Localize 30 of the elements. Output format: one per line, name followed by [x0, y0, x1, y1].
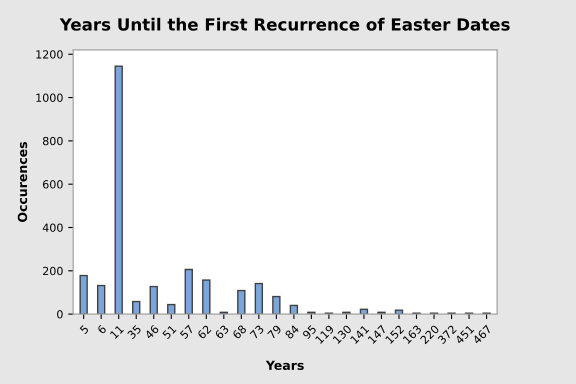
- y-tick-label: 0: [57, 310, 63, 318]
- x-tick-label: 5: [80, 324, 90, 334]
- y-tick-label: 1000: [36, 94, 63, 102]
- x-tick-label: 79: [267, 324, 282, 340]
- x-tick-label: 35: [126, 324, 142, 340]
- x-tick-label: 163: [402, 324, 422, 344]
- x-tick-label: 130: [332, 324, 352, 344]
- x-tick-label: 84: [284, 324, 300, 340]
- y-axis-title: Occurences: [18, 142, 28, 222]
- x-tick-label: 68: [232, 324, 247, 340]
- y-tick-label: 400: [42, 223, 63, 232]
- x-tick-label: 51: [162, 324, 177, 340]
- x-tick-label: 141: [350, 324, 370, 344]
- x-tick-label: 152: [384, 324, 404, 344]
- x-tick-label: 46: [144, 324, 160, 340]
- x-tick-label: 62: [196, 324, 212, 340]
- y-tick-label: 800: [42, 136, 63, 146]
- x-tick-label: 57: [180, 324, 194, 340]
- x-axis-title: Years: [266, 360, 304, 370]
- y-tick-label: 200: [43, 266, 63, 276]
- y-tick-label: 1200: [36, 50, 63, 59]
- x-tick-label: 11: [110, 324, 124, 339]
- x-tick-label: 119: [314, 324, 334, 344]
- x-tick-label: 372: [437, 324, 457, 344]
- y-tick-label: 600: [42, 180, 63, 189]
- x-tick-label: 73: [250, 324, 264, 340]
- x-tick-label: 95: [302, 324, 317, 340]
- chart-title: Years Until the First Recurrence of Easter Dates: [60, 18, 510, 31]
- x-tick-label: 6: [96, 324, 107, 334]
- x-tick-label: 63: [214, 324, 230, 340]
